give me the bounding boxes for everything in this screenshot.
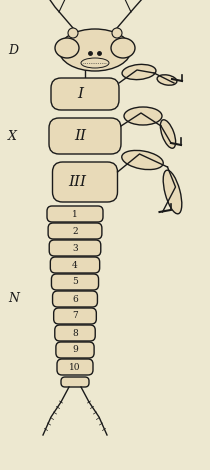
- Ellipse shape: [124, 107, 162, 125]
- FancyBboxPatch shape: [49, 118, 121, 154]
- Circle shape: [112, 28, 122, 38]
- Text: I: I: [77, 87, 83, 101]
- Ellipse shape: [160, 120, 176, 148]
- FancyBboxPatch shape: [52, 291, 97, 307]
- Text: III: III: [68, 175, 86, 189]
- FancyBboxPatch shape: [48, 223, 102, 239]
- Ellipse shape: [122, 64, 156, 79]
- FancyBboxPatch shape: [54, 308, 96, 324]
- FancyBboxPatch shape: [47, 206, 103, 222]
- Text: 3: 3: [72, 243, 78, 252]
- Ellipse shape: [157, 75, 177, 85]
- Ellipse shape: [122, 150, 163, 170]
- Text: 5: 5: [72, 277, 78, 287]
- Text: N: N: [8, 292, 19, 306]
- FancyBboxPatch shape: [51, 78, 119, 110]
- FancyBboxPatch shape: [51, 274, 98, 290]
- FancyBboxPatch shape: [56, 342, 94, 358]
- Text: 7: 7: [72, 312, 78, 321]
- Ellipse shape: [111, 38, 135, 58]
- FancyBboxPatch shape: [61, 377, 89, 387]
- FancyBboxPatch shape: [55, 325, 95, 341]
- Circle shape: [68, 28, 78, 38]
- Ellipse shape: [163, 170, 182, 214]
- Ellipse shape: [81, 58, 109, 68]
- FancyBboxPatch shape: [57, 359, 93, 375]
- Text: 1: 1: [72, 210, 78, 219]
- FancyBboxPatch shape: [52, 162, 118, 202]
- Text: 9: 9: [72, 345, 78, 354]
- Text: 8: 8: [72, 329, 78, 337]
- Ellipse shape: [55, 38, 79, 58]
- Text: II: II: [74, 129, 86, 143]
- Ellipse shape: [59, 29, 131, 71]
- FancyBboxPatch shape: [50, 257, 100, 273]
- Text: 4: 4: [72, 260, 78, 269]
- Text: 6: 6: [72, 295, 78, 304]
- Text: 2: 2: [72, 227, 78, 235]
- Text: X: X: [8, 130, 17, 142]
- FancyBboxPatch shape: [49, 240, 101, 256]
- Text: 10: 10: [69, 362, 81, 371]
- Text: D: D: [8, 44, 18, 56]
